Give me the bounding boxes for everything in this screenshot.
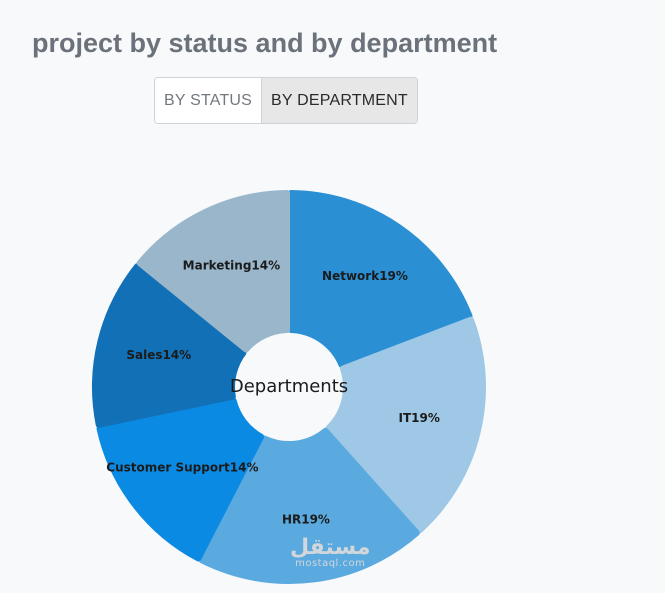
slice-label-customer-support: Customer Support14% <box>106 461 258 475</box>
donut-slices <box>92 190 486 584</box>
donut-center-label: Departments <box>230 376 348 397</box>
slice-label-it: IT19% <box>399 411 440 425</box>
watermark-logo: مستقل mostaql.com <box>290 535 371 569</box>
slice-network[interactable] <box>288 190 473 368</box>
slice-sales[interactable] <box>92 263 247 428</box>
slice-label-marketing: Marketing14% <box>183 259 280 273</box>
slice-hr[interactable] <box>198 427 420 584</box>
slice-label-hr: HR19% <box>282 512 330 526</box>
page-title: project by status and by department <box>32 28 498 58</box>
slice-label-network: Network19% <box>322 269 408 283</box>
slice-customer-support[interactable] <box>96 397 265 562</box>
slice-label-sales: Sales14% <box>126 348 191 362</box>
by-status-button[interactable]: BY STATUS <box>155 78 262 123</box>
by-department-button[interactable]: BY DEPARTMENT <box>261 78 417 123</box>
donut-labels: Network19% IT19% HR19% Customer Support14% S… <box>106 259 440 527</box>
slice-marketing[interactable] <box>136 190 290 353</box>
view-toggle-group: BY STATUS BY DEPARTMENT <box>154 77 418 124</box>
slice-it[interactable] <box>325 316 486 534</box>
